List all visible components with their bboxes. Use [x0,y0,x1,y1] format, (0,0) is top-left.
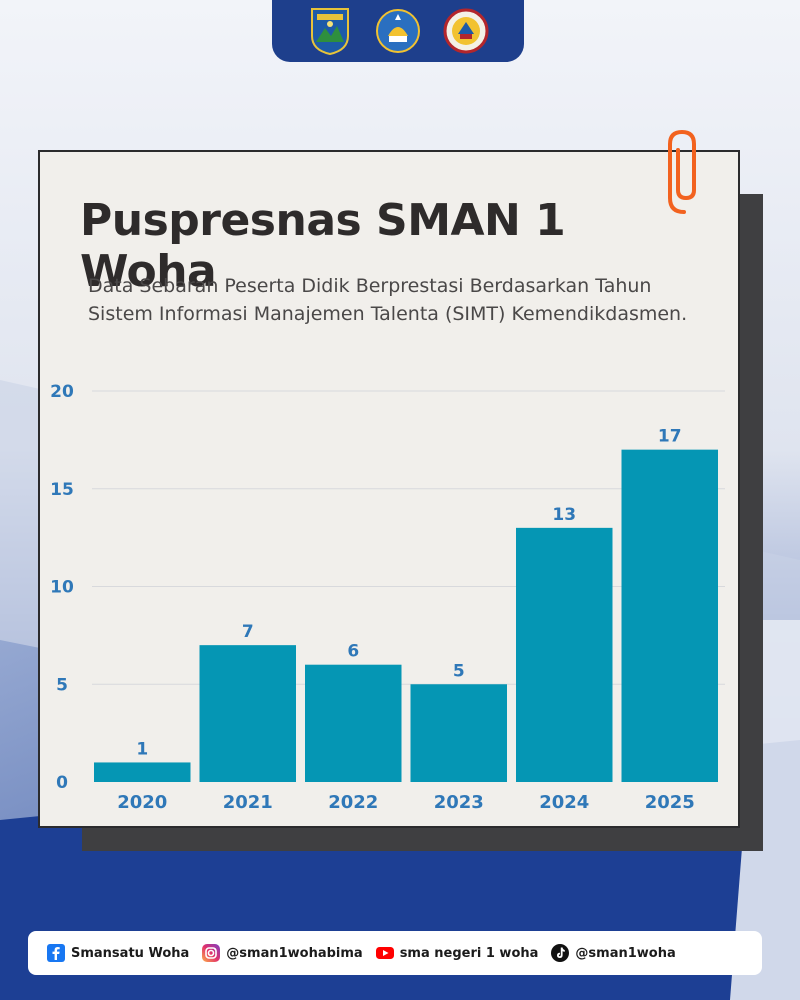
instagram-link[interactable]: @sman1wohabima [201,943,363,963]
x-tick-label: 2023 [434,792,484,813]
bar-2025 [621,449,718,782]
instagram-label: @sman1wohabima [226,945,363,961]
youtube-link[interactable]: sma negeri 1 woha [375,943,539,963]
data-label-2023: 5 [453,661,465,681]
x-tick-label: 2022 [328,792,378,813]
grid-lines [92,390,725,685]
x-tick-label: 2024 [539,792,589,813]
tiktok-label: @sman1woha [575,945,676,961]
y-tick-label: 10 [50,578,74,598]
data-label-2020: 1 [136,739,148,759]
subtitle-line-2: Sistem Informasi Manajemen Talenta (SIMT… [88,303,688,325]
tiktok-icon [551,944,570,962]
y-tick-label: 20 [50,382,74,402]
tut-wuri-handayani-icon [376,9,420,53]
x-tick-label: 2025 [645,792,695,813]
facebook-icon [47,944,65,962]
y-tick-label: 15 [50,480,74,500]
x-tick-label: 2021 [223,792,273,813]
subtitle-line-1: Data Sebaran Peserta Didik Berprestasi B… [88,275,652,297]
x-tick-label: 2020 [117,792,167,813]
bars [94,449,718,782]
data-label-2021: 7 [242,622,254,642]
chart-subtitle: Data Sebaran Peserta Didik Berprestasi B… [88,272,728,328]
data-label-2022: 6 [347,642,359,662]
x-axis-ticks: 2020 2021 2022 2023 2024 2025 [117,792,695,813]
bar-2023 [410,684,507,782]
provincial-emblem-icon [311,8,349,56]
paperclip-icon [668,129,696,214]
bar-2022 [305,664,402,782]
bar-2024 [516,527,613,782]
y-tick-label: 0 [56,773,68,793]
youtube-label: sma negeri 1 woha [399,945,539,961]
school-emblem-icon [443,8,489,54]
tiktok-link[interactable]: @sman1woha [550,943,676,963]
data-label-2024: 13 [552,505,576,525]
y-tick-label: 5 [56,675,68,695]
facebook-label: Smansatu Woha [71,945,190,961]
youtube-icon [375,947,394,959]
social-footer: Smansatu Woha @sman1wohabima sma negeri … [28,931,762,975]
chart-title: Puspresnas SMAN 1 Woha [80,195,566,297]
bar-2020 [94,762,191,782]
instagram-icon [202,944,221,962]
y-axis-ticks: 0 5 10 15 20 [50,382,74,793]
data-label-2025: 17 [658,427,682,447]
bar-2021 [199,645,296,782]
facebook-link[interactable]: Smansatu Woha [46,943,189,963]
logo-bar [272,0,524,62]
